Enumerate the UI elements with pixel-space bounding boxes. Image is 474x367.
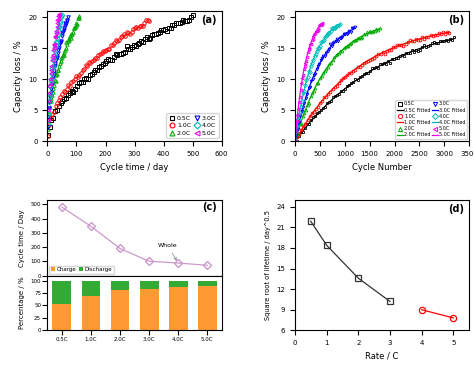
Text: Whole: Whole — [158, 243, 177, 260]
Bar — [110, 280, 129, 291]
Bar — [82, 297, 100, 330]
Legend: Charge, Discharge: Charge, Discharge — [49, 266, 114, 274]
Y-axis label: Percentage / %: Percentage / % — [19, 277, 25, 329]
Bar — [198, 286, 217, 330]
Y-axis label: Capacity loss / %: Capacity loss / % — [14, 40, 23, 112]
Bar — [198, 280, 217, 286]
X-axis label: Cycle time / day: Cycle time / day — [100, 163, 169, 172]
Text: (d): (d) — [448, 204, 464, 214]
Text: (b): (b) — [448, 15, 464, 25]
X-axis label: Rate / C: Rate / C — [365, 352, 399, 361]
Y-axis label: Square root of lifetime / day^0.5: Square root of lifetime / day^0.5 — [264, 210, 271, 320]
Bar — [140, 280, 158, 289]
Bar — [169, 280, 188, 287]
Y-axis label: Cycle time / Day: Cycle time / Day — [19, 209, 25, 266]
Bar — [82, 280, 100, 297]
Bar — [110, 291, 129, 330]
Text: (a): (a) — [201, 15, 217, 25]
Legend: 0.5C, 1.0C, 2.0C, 3.0C, 4.0C, 5.0C: 0.5C, 1.0C, 2.0C, 3.0C, 4.0C, 5.0C — [166, 113, 219, 138]
Bar — [140, 289, 158, 330]
Y-axis label: Capacity loss / %: Capacity loss / % — [262, 40, 271, 112]
Bar — [53, 304, 72, 330]
Text: (c): (c) — [202, 202, 217, 212]
Bar — [53, 280, 72, 304]
Bar — [169, 287, 188, 330]
Legend: 0.5C, 0.5C Fitted, 1.0C, 1.0C Fitted, 2.0C, 2.0C Fitted, 3.0C, 3.0C Fitted, 4.0C: 0.5C, 0.5C Fitted, 1.0C, 1.0C Fitted, 2.… — [395, 100, 467, 139]
X-axis label: Cycle Number: Cycle Number — [352, 163, 412, 172]
